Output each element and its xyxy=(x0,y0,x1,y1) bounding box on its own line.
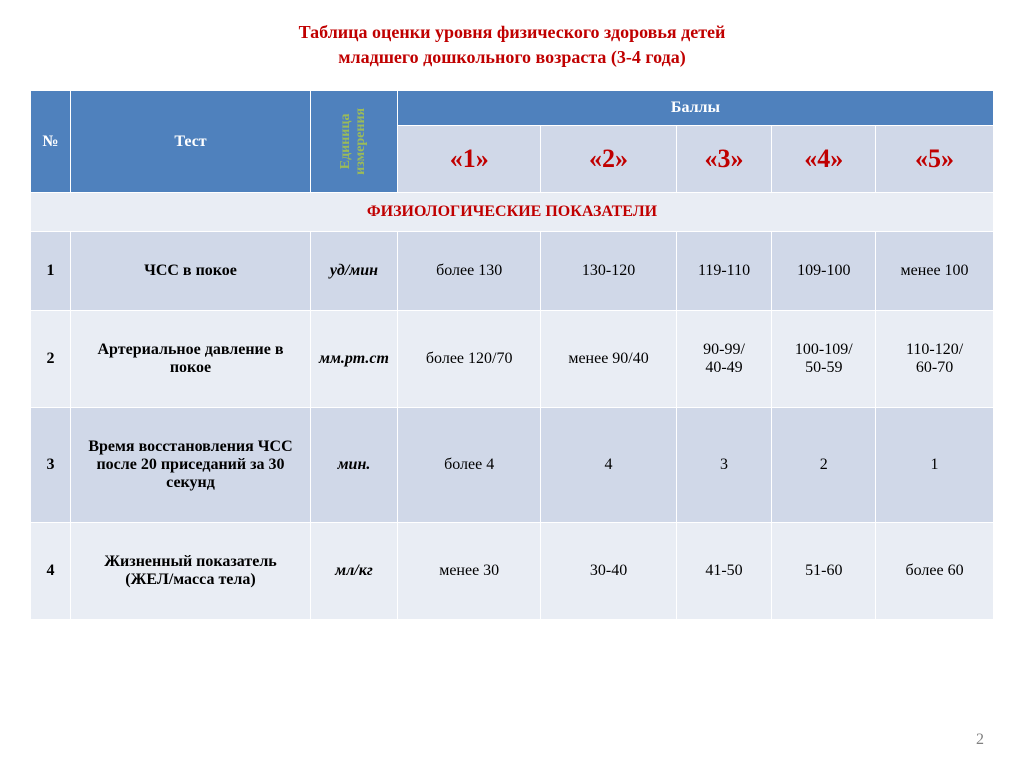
col-header-test: Тест xyxy=(71,91,311,193)
row-test: ЧСС в покое xyxy=(71,232,311,311)
table-row: 4 Жизненный показатель (ЖЕЛ/масса тела) … xyxy=(31,523,994,620)
row-test: Время восстановления ЧСС после 20 присед… xyxy=(71,408,311,523)
col-header-unit: Единица измерения xyxy=(311,91,398,193)
page-number: 2 xyxy=(976,731,984,749)
row-value: 119-110 xyxy=(676,232,772,311)
row-value: 3 xyxy=(676,408,772,523)
row-value: более 120/70 xyxy=(397,311,541,408)
row-unit: мм.рт.ст xyxy=(311,311,398,408)
header-score-5: «5» xyxy=(876,126,994,193)
table-row: 1 ЧСС в покое уд/мин более 130 130-120 1… xyxy=(31,232,994,311)
table-row: 2 Артериальное давление в покое мм.рт.ст… xyxy=(31,311,994,408)
section-label: ФИЗИОЛОГИЧЕСКИЕ ПОКАЗАТЕЛИ xyxy=(31,193,994,232)
row-value: 130-120 xyxy=(541,232,676,311)
row-test: Жизненный показатель (ЖЕЛ/масса тела) xyxy=(71,523,311,620)
title-line-1: Таблица оценки уровня физического здоров… xyxy=(299,22,726,42)
row-value: 1 xyxy=(876,408,994,523)
header-score-2: «2» xyxy=(541,126,676,193)
row-value: 30-40 xyxy=(541,523,676,620)
row-value: менее 90/40 xyxy=(541,311,676,408)
header-score-3: «3» xyxy=(676,126,772,193)
row-value: менее 100 xyxy=(876,232,994,311)
assessment-table: № Тест Единица измерения Баллы «1» «2» «… xyxy=(30,90,994,620)
row-value: 4 xyxy=(541,408,676,523)
row-unit: мл/кг xyxy=(311,523,398,620)
row-value: 110-120/60-70 xyxy=(876,311,994,408)
row-unit: мин. xyxy=(311,408,398,523)
row-number: 3 xyxy=(31,408,71,523)
row-value: 41-50 xyxy=(676,523,772,620)
row-value: 51-60 xyxy=(772,523,876,620)
col-header-points: Баллы xyxy=(397,91,993,126)
page-title: Таблица оценки уровня физического здоров… xyxy=(30,20,994,70)
row-value: менее 30 xyxy=(397,523,541,620)
header-row-1: № Тест Единица измерения Баллы xyxy=(31,91,994,126)
section-row: ФИЗИОЛОГИЧЕСКИЕ ПОКАЗАТЕЛИ xyxy=(31,193,994,232)
header-score-1: «1» xyxy=(397,126,541,193)
row-value: 100-109/50-59 xyxy=(772,311,876,408)
row-value: более 130 xyxy=(397,232,541,311)
row-unit: уд/мин xyxy=(311,232,398,311)
row-value: 2 xyxy=(772,408,876,523)
row-value: 90-99/40-49 xyxy=(676,311,772,408)
row-number: 1 xyxy=(31,232,71,311)
row-value: более 4 xyxy=(397,408,541,523)
row-value: 109-100 xyxy=(772,232,876,311)
unit-label-rotated: Единица измерения xyxy=(339,108,370,175)
row-number: 4 xyxy=(31,523,71,620)
title-line-2: младшего дошкольного возраста (3-4 года) xyxy=(338,47,685,67)
row-number: 2 xyxy=(31,311,71,408)
table-row: 3 Время восстановления ЧСС после 20 прис… xyxy=(31,408,994,523)
header-score-4: «4» xyxy=(772,126,876,193)
row-value: более 60 xyxy=(876,523,994,620)
row-test: Артериальное давление в покое xyxy=(71,311,311,408)
col-header-number: № xyxy=(31,91,71,193)
